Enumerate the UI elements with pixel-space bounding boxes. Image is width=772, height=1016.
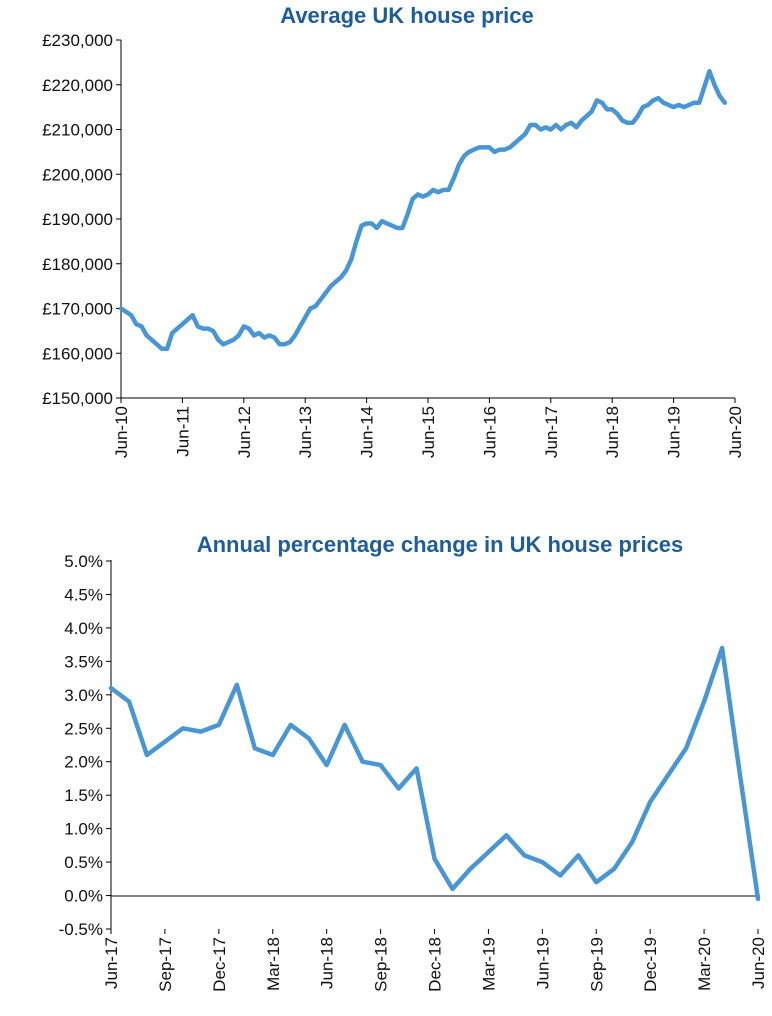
chart2-x-tick-label: Sep-17 [156, 937, 175, 992]
chart2-x-tick-label: Dec-18 [426, 937, 445, 992]
chart1-x-tick-label: Jun-14 [358, 406, 377, 458]
chart1-x-tick-label: Jun-16 [480, 406, 499, 458]
chart1-x-tick-label: Jun-19 [665, 406, 684, 458]
chart1-series-line [118, 69, 728, 352]
chart1-x-ticks: Jun-10 Jun-11 Jun-12 Jun-13 Jun-14 Jun-15 Jun-… [112, 398, 745, 458]
chart2-x-tick-label: Mar-18 [264, 937, 283, 991]
chart2-series-line [108, 645, 761, 902]
chart2-x-tick-label: Jun-17 [102, 937, 121, 989]
chart2-x-tick-label: Jun-18 [318, 937, 337, 989]
chart1-x-tick-label: Jun-12 [235, 406, 254, 458]
chart1-x-tick-label: Jun-17 [542, 406, 561, 458]
chart2-y-tick-label: 1.5% [64, 786, 103, 805]
chart1-y-tick-label: £160,000 [42, 344, 113, 363]
chart2-x-tick-label: Sep-18 [372, 937, 391, 992]
chart2-y-tick-label: 3.0% [64, 686, 103, 705]
chart2-x-ticks: Jun-17 Sep-17 Dec-17 Mar-18 Jun-18 Sep-18 Dec-… [102, 929, 768, 992]
chart1-y-tick-label: £170,000 [42, 300, 113, 319]
chart1-x-tick-label: Jun-20 [726, 406, 745, 458]
chart2-y-tick-label: 0.0% [64, 887, 103, 906]
chart1-y-tick-label: £210,000 [42, 121, 113, 140]
chart2-y-tick-label: 4.0% [64, 619, 103, 638]
chart2-title: Annual percentage change in UK house pri… [197, 532, 684, 557]
chart1-x-tick-label: Jun-13 [296, 406, 315, 458]
chart2-y-tick-label: 2.5% [64, 719, 103, 738]
chart2-y-tick-label: 2.0% [64, 753, 103, 772]
chart1-y-tick-label: £180,000 [42, 255, 113, 274]
chart2-y-tick-label: 0.5% [64, 853, 103, 872]
chart2-y-tick-label: 4.5% [64, 585, 103, 604]
chart1-x-tick-label: Jun-10 [112, 406, 131, 458]
chart2-y-tick-label: 3.5% [64, 652, 103, 671]
chart2-y-tick-label: 5.0% [64, 552, 103, 571]
chart2-x-tick-label: Jun-20 [749, 937, 768, 989]
chart2-y-tick-label: -0.5% [59, 920, 103, 939]
chart2-x-tick-label: Dec-19 [641, 937, 660, 992]
chart2-y-tick-label: 1.0% [64, 820, 103, 839]
chart1-y-tick-label: £190,000 [42, 210, 113, 229]
chart1-y-tick-label: £220,000 [42, 76, 113, 95]
chart2-y-ticks: -0.5% 0.0% 0.5% 1.0% 1.5% 2.0% 2.5% 3.0% 3.5% 4.0… [59, 552, 111, 939]
chart2-x-tick-label: Dec-17 [210, 937, 229, 992]
chart1-y-ticks: £150,000 £160,000 £170,000 £180,000 £190,000… [42, 31, 121, 408]
chart2-x-tick-label: Sep-19 [587, 937, 606, 992]
chart1-y-tick-label: £150,000 [42, 389, 113, 408]
chart1-y-tick-label: £230,000 [42, 31, 113, 50]
chart1-title: Average UK house price [280, 3, 534, 28]
chart1-x-tick-label: Jun-11 [173, 406, 192, 457]
chart1-x-tick-label: Jun-15 [419, 406, 438, 458]
chart1-y-tick-label: £200,000 [42, 165, 113, 184]
chart1-x-tick-label: Jun-18 [603, 406, 622, 458]
chart2-x-tick-label: Mar-19 [479, 937, 498, 991]
chart2-x-tick-label: Jun-19 [533, 937, 552, 989]
chart2-x-tick-label: Mar-20 [695, 937, 714, 991]
